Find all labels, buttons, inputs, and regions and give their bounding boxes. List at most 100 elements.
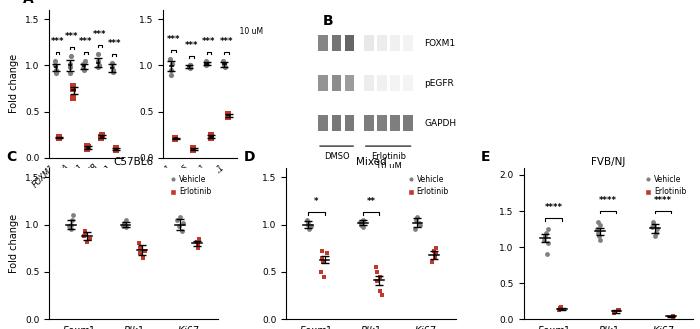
Point xyxy=(78,67,90,73)
Bar xyxy=(364,115,374,131)
Point xyxy=(78,233,90,239)
Point xyxy=(218,61,230,66)
Point xyxy=(50,67,62,73)
Point xyxy=(49,63,60,68)
Point xyxy=(106,60,118,65)
Y-axis label: Fold change: Fold change xyxy=(9,54,20,114)
Point xyxy=(177,220,188,225)
Point xyxy=(92,52,104,57)
Point xyxy=(82,144,93,149)
Text: ****: **** xyxy=(654,196,672,205)
Point xyxy=(556,304,567,310)
Point xyxy=(66,222,77,227)
Point xyxy=(301,217,312,222)
Bar xyxy=(377,35,387,51)
Point xyxy=(111,147,122,152)
Legend: Control, Erlotinib 10 uM: Control, Erlotinib 10 uM xyxy=(192,11,266,39)
Point xyxy=(53,135,64,140)
Point xyxy=(414,222,426,227)
Point xyxy=(170,136,181,141)
Point xyxy=(667,314,678,319)
Text: DMSO: DMSO xyxy=(324,152,349,161)
Text: ****: **** xyxy=(599,196,617,205)
Point xyxy=(164,56,176,62)
Point xyxy=(165,72,176,77)
Text: ***: *** xyxy=(185,41,198,50)
Point xyxy=(592,226,603,232)
Point xyxy=(65,70,76,75)
Point xyxy=(84,236,95,241)
Point xyxy=(82,146,93,151)
Point xyxy=(358,225,369,230)
Text: ***: *** xyxy=(167,35,181,44)
Point xyxy=(66,217,78,222)
Point xyxy=(82,143,93,148)
Point xyxy=(651,230,662,235)
Point xyxy=(111,145,122,150)
Legend: Vehicle, Erlotinib: Vehicle, Erlotinib xyxy=(641,172,690,200)
Point xyxy=(554,306,566,311)
Point xyxy=(223,113,234,118)
Point xyxy=(667,314,678,319)
Point xyxy=(68,95,79,100)
Point xyxy=(305,224,316,229)
Point xyxy=(184,65,195,71)
Point xyxy=(553,308,564,313)
Bar xyxy=(332,115,342,131)
Point xyxy=(304,227,315,232)
Point xyxy=(205,135,216,140)
Point xyxy=(316,269,327,274)
Legend: Vehicle, Erlotinib: Vehicle, Erlotinib xyxy=(167,172,215,200)
Point xyxy=(188,147,199,152)
Bar xyxy=(391,115,400,131)
Point xyxy=(79,58,90,63)
Point xyxy=(138,255,149,260)
Point xyxy=(53,134,64,139)
Bar xyxy=(364,35,374,51)
Text: D: D xyxy=(244,150,256,164)
Point xyxy=(554,307,565,313)
Point xyxy=(120,217,132,222)
Bar xyxy=(318,35,328,51)
Title: FVB/NJ: FVB/NJ xyxy=(591,157,626,167)
Text: ***: *** xyxy=(202,37,216,46)
Point xyxy=(96,134,107,139)
Text: ***: *** xyxy=(65,32,78,41)
Bar xyxy=(332,35,342,51)
Point xyxy=(117,224,128,229)
Point xyxy=(371,265,382,270)
Point xyxy=(650,234,661,239)
Point xyxy=(374,274,386,279)
Bar xyxy=(391,35,400,51)
Point xyxy=(612,308,623,313)
Point xyxy=(92,64,104,70)
Text: ***: *** xyxy=(107,39,121,48)
Point xyxy=(412,215,423,220)
Bar xyxy=(391,75,400,91)
Point xyxy=(183,64,195,70)
Point xyxy=(93,63,104,68)
Point xyxy=(428,248,440,254)
Point xyxy=(302,222,314,227)
Point xyxy=(200,58,211,63)
Point xyxy=(668,313,679,318)
Point xyxy=(120,225,132,230)
Point xyxy=(541,252,552,257)
Point xyxy=(321,250,332,256)
Point xyxy=(81,239,92,244)
Text: Erlotinib
10 uM: Erlotinib 10 uM xyxy=(372,152,407,171)
Point xyxy=(169,137,181,142)
Point xyxy=(358,217,369,222)
Text: pEGFR: pEGFR xyxy=(424,79,454,88)
Point xyxy=(78,61,89,66)
Bar xyxy=(403,35,413,51)
Point xyxy=(648,219,659,224)
Point xyxy=(593,230,604,235)
Point xyxy=(166,67,177,73)
Point xyxy=(540,230,552,235)
Point xyxy=(201,63,212,68)
Point xyxy=(409,227,420,232)
Bar xyxy=(344,115,354,131)
Bar xyxy=(344,75,354,91)
Point xyxy=(169,135,181,140)
